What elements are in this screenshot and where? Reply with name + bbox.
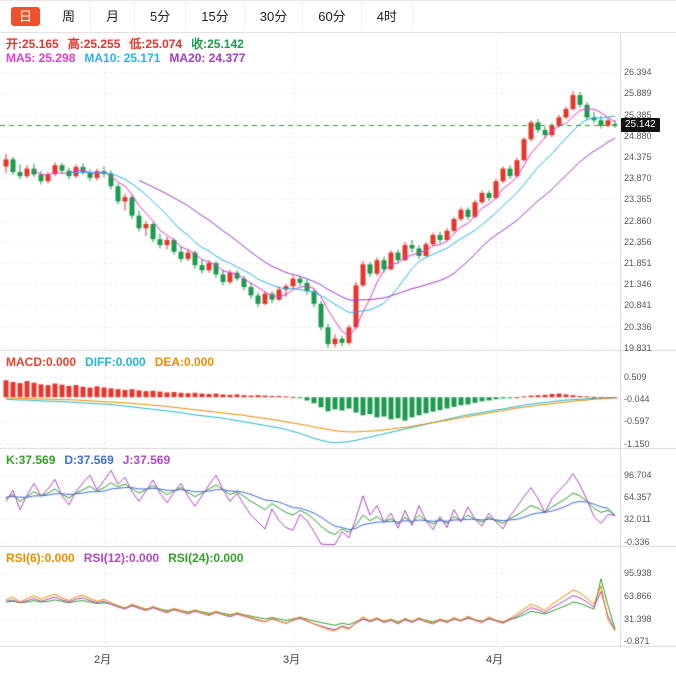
x-axis-label: 3月 <box>283 654 301 666</box>
y-axis-label: 20.841 <box>624 300 652 311</box>
timeframe-tab-5[interactable]: 30分 <box>245 2 304 31</box>
timeframe-toolbar: 日周月 5分 15分 30分 60分 4时 <box>0 0 676 33</box>
y-axis-label: 23.365 <box>624 194 652 205</box>
ma20-value: MA20: 24.377 <box>169 51 246 65</box>
ohlc-high: 高:25.255 <box>67 37 121 51</box>
y-axis-label: -0.336 <box>624 536 650 547</box>
last-price-tag: 25.142 <box>621 117 660 132</box>
ma-legend: MA5: 25.298 MA10: 25.171 MA20: 24.377 <box>6 51 254 65</box>
y-axis-label: -0.597 <box>624 416 650 427</box>
y-axis-label: 31.398 <box>624 613 652 624</box>
y-axis-label: 26.394 <box>624 67 652 78</box>
k-value: K:37.569 <box>6 453 56 467</box>
timeframe-tab-0[interactable]: 日 <box>11 7 41 26</box>
y-axis-label: 0.509 <box>624 371 647 382</box>
y-axis-label: 25.889 <box>624 88 652 99</box>
macd-value: MACD:0.000 <box>6 355 77 369</box>
y-axis-label: 96.704 <box>624 469 652 480</box>
timeframe-tab-1[interactable]: 周 <box>47 2 92 31</box>
d-value: D:37.569 <box>64 453 114 467</box>
timeframe-tab-4[interactable]: 15分 <box>186 2 245 31</box>
rsi12-value: RSI(12):0.000 <box>83 551 160 565</box>
y-axis-label: 63.866 <box>624 590 652 601</box>
timeframe-tab-2[interactable]: 月 <box>91 2 136 31</box>
kdj-legend: K:37.569 D:37.569 J:37.569 <box>6 453 179 467</box>
ohlc-close: 收:25.142 <box>191 37 244 51</box>
y-axis-label: 64.357 <box>624 492 652 502</box>
timeframe-tab-7[interactable]: 4时 <box>362 2 413 31</box>
y-axis-label: 22.356 <box>624 236 652 247</box>
ohlc-low: 低:25.074 <box>129 37 183 51</box>
diff-value: DIFF:0.000 <box>85 355 146 369</box>
dea-value: DEA:0.000 <box>154 355 215 369</box>
y-axis-label: 32.011 <box>624 514 651 525</box>
ma10-value: MA10: 25.171 <box>84 51 161 65</box>
y-axis-label: 24.880 <box>624 130 652 141</box>
rsi-legend: RSI(6):0.000 RSI(12):0.000 RSI(24):0.000 <box>6 551 252 565</box>
y-axis-label: 25.385 <box>624 109 652 120</box>
timeframe-tab-6[interactable]: 60分 <box>303 2 362 31</box>
ohlc-open: 开:25.165 <box>6 37 59 51</box>
macd-legend: MACD:0.000 DIFF:0.000 DEA:0.000 <box>6 355 223 369</box>
y-axis-label: 20.336 <box>624 321 652 332</box>
rsi24-value: RSI(24):0.000 <box>168 551 244 565</box>
y-axis-label: 19.831 <box>624 342 652 353</box>
y-axis-label: 23.870 <box>624 173 652 184</box>
ma5-value: MA5: 25.298 <box>6 51 76 65</box>
y-axis-label: -0.871 <box>624 636 650 647</box>
timeframe-tab-3[interactable]: 5分 <box>135 2 187 31</box>
y-axis-label: 24.375 <box>624 152 652 163</box>
x-axis-label: 2月 <box>94 654 112 666</box>
y-axis-label: -1.150 <box>624 438 650 449</box>
y-axis-label: 95.938 <box>624 568 652 579</box>
ohlc-legend: 开:25.165 高:25.255 低:25.074 收:25.142 <box>6 35 253 52</box>
y-axis-label: -0.044 <box>624 394 650 404</box>
rsi6-value: RSI(6):0.000 <box>6 551 75 565</box>
j-value: J:37.569 <box>122 453 171 467</box>
y-axis-label: 22.860 <box>624 215 652 226</box>
y-axis-label: 21.346 <box>624 279 652 290</box>
y-axis-label: 21.851 <box>624 258 652 269</box>
x-axis-label: 4月 <box>486 654 504 666</box>
